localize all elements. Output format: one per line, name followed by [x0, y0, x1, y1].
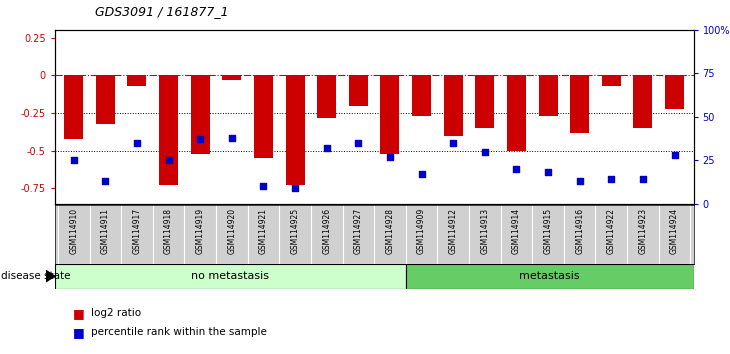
Bar: [475, 75, 494, 128]
Point: [510, 166, 522, 172]
Point: [415, 171, 427, 177]
Text: GSM114917: GSM114917: [132, 208, 142, 255]
Bar: [539, 75, 558, 116]
Point: [163, 157, 174, 163]
Point: [637, 176, 649, 182]
Text: percentile rank within the sample: percentile rank within the sample: [91, 327, 267, 337]
Text: GSM114910: GSM114910: [69, 208, 78, 255]
Text: no metastasis: no metastasis: [191, 272, 269, 281]
Bar: [570, 75, 589, 133]
Text: log2 ratio: log2 ratio: [91, 308, 142, 318]
Text: GSM114914: GSM114914: [512, 208, 521, 255]
Text: GSM114916: GSM114916: [575, 208, 584, 255]
Point: [447, 140, 459, 146]
Text: GSM114928: GSM114928: [385, 208, 394, 254]
Bar: [64, 75, 83, 139]
Text: GSM114912: GSM114912: [449, 208, 458, 254]
Bar: [128, 75, 147, 86]
Bar: [412, 75, 431, 116]
Bar: [634, 75, 653, 128]
Text: GSM114925: GSM114925: [291, 208, 299, 255]
Point: [131, 140, 143, 146]
Bar: [507, 75, 526, 151]
Text: metastasis: metastasis: [520, 272, 580, 281]
Bar: [602, 75, 620, 86]
Point: [258, 183, 269, 189]
Text: GSM114923: GSM114923: [639, 208, 648, 255]
Polygon shape: [46, 270, 55, 282]
Point: [321, 145, 333, 151]
Text: GSM114919: GSM114919: [196, 208, 204, 255]
Bar: [318, 75, 337, 118]
Text: GSM114913: GSM114913: [480, 208, 489, 255]
Bar: [285, 75, 304, 185]
Point: [605, 176, 617, 182]
Bar: [665, 75, 684, 109]
Point: [669, 152, 680, 158]
Text: GSM114926: GSM114926: [322, 208, 331, 255]
Point: [574, 178, 585, 184]
Text: GSM114927: GSM114927: [354, 208, 363, 255]
Point: [542, 170, 554, 175]
Text: GDS3091 / 161877_1: GDS3091 / 161877_1: [95, 5, 228, 18]
Text: GSM114922: GSM114922: [607, 208, 616, 254]
Text: ■: ■: [73, 307, 85, 320]
Bar: [223, 75, 242, 80]
Point: [99, 178, 111, 184]
Bar: [380, 75, 399, 154]
Text: GSM114915: GSM114915: [544, 208, 553, 255]
Text: GSM114921: GSM114921: [259, 208, 268, 254]
Point: [289, 185, 301, 191]
Text: GSM114918: GSM114918: [164, 208, 173, 254]
Bar: [444, 75, 463, 136]
Text: GSM114911: GSM114911: [101, 208, 110, 254]
Bar: [254, 75, 273, 158]
Point: [479, 149, 491, 154]
Bar: [55, 264, 406, 289]
Text: GSM114909: GSM114909: [417, 208, 426, 255]
Point: [68, 157, 80, 163]
Bar: [191, 75, 210, 154]
Point: [353, 140, 364, 146]
Text: GSM114924: GSM114924: [670, 208, 679, 255]
Bar: [96, 75, 115, 124]
Point: [194, 137, 206, 142]
Text: GSM114920: GSM114920: [227, 208, 237, 255]
Point: [226, 135, 238, 141]
Point: [384, 154, 396, 160]
Bar: [406, 264, 694, 289]
Bar: [349, 75, 368, 105]
Bar: [159, 75, 178, 185]
Text: disease state: disease state: [1, 271, 71, 281]
Text: ■: ■: [73, 326, 85, 338]
